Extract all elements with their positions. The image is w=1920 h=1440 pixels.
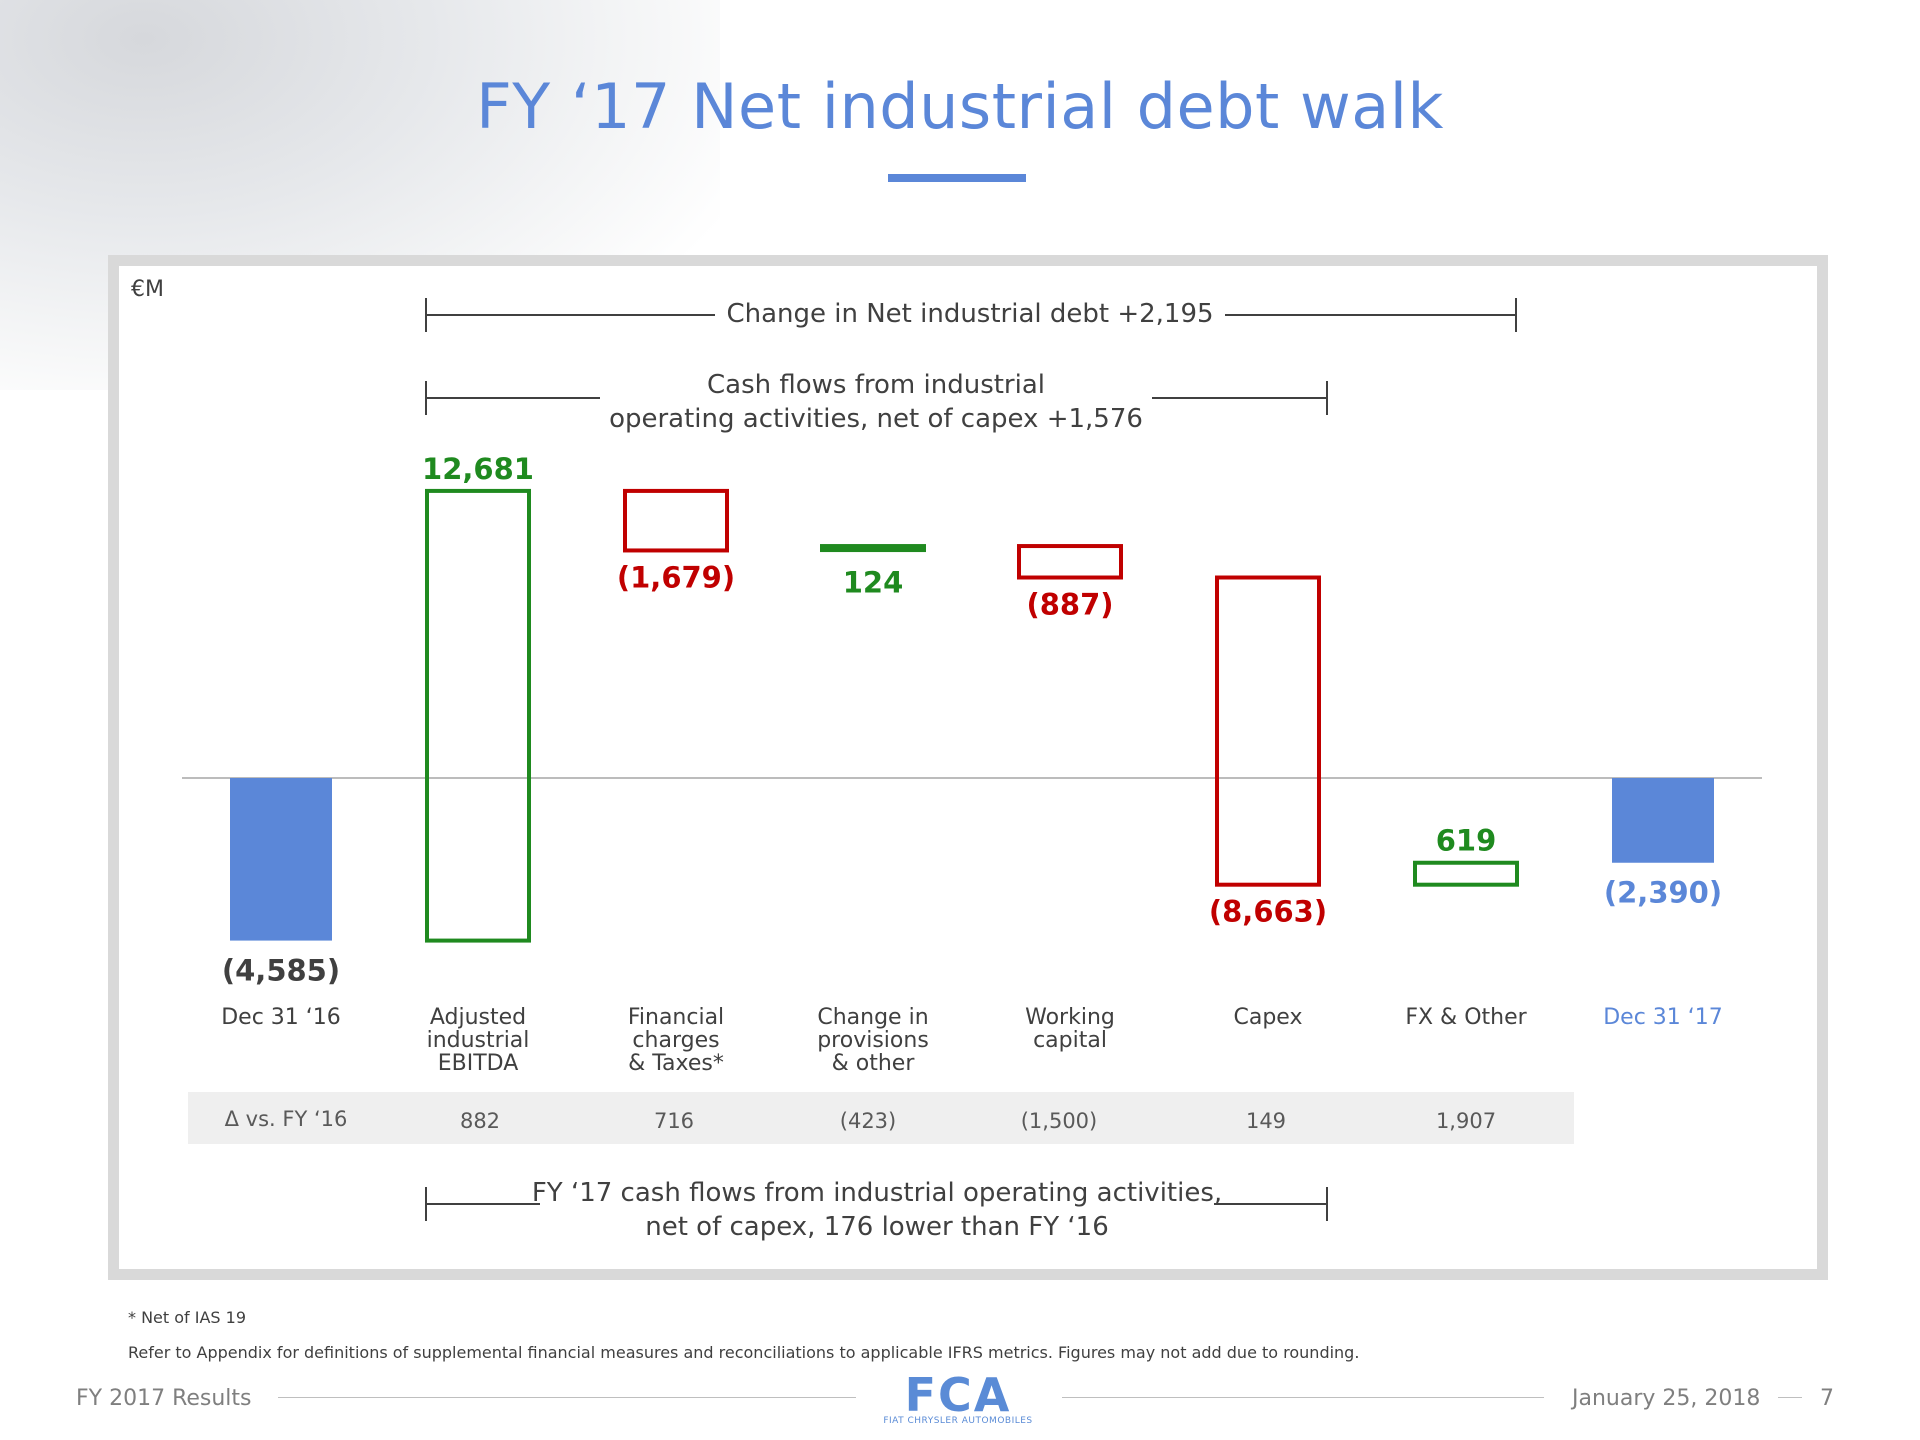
bracket-0-text: Change in Net industrial debt +2,195 xyxy=(726,299,1213,329)
delta-row-value-1: 716 xyxy=(654,1109,694,1133)
bracket-1-text: Cash flows from industrial xyxy=(707,370,1045,400)
page-number: 7 xyxy=(1820,1386,1834,1411)
delta-row-label: Δ vs. FY ‘16 xyxy=(225,1107,348,1131)
category-label-7: Dec 31 ‘17 xyxy=(1603,1005,1723,1030)
category-label-2: & Taxes* xyxy=(628,1051,724,1076)
footer-divider-right xyxy=(1062,1397,1544,1398)
bracket-1-text: operating activities, net of capex +1,57… xyxy=(609,404,1143,434)
category-label-1: Adjusted xyxy=(430,1005,526,1030)
bar-total-7 xyxy=(1612,778,1714,863)
bar-delta-2 xyxy=(623,488,729,553)
bar-delta-1 xyxy=(425,488,531,943)
data-label-5: (8,663) xyxy=(1209,895,1327,929)
category-label-3: Change in xyxy=(817,1005,928,1030)
fca-logo-subtitle: FIAT CHRYSLER AUTOMOBILES xyxy=(883,1416,1033,1426)
slide-title: FY ‘17 Net industrial debt walk xyxy=(476,70,1444,143)
delta-row-value-5: 1,907 xyxy=(1436,1109,1496,1133)
category-label-2: charges xyxy=(632,1028,719,1053)
title-underline xyxy=(888,174,1026,182)
delta-row-value-4: 149 xyxy=(1246,1109,1286,1133)
footnote-ias: * Net of IAS 19 xyxy=(128,1308,247,1327)
unit-label: €M xyxy=(131,277,164,302)
bar-delta-6 xyxy=(1413,860,1519,887)
category-label-6: FX & Other xyxy=(1405,1005,1527,1030)
data-label-3: 124 xyxy=(843,565,904,599)
category-label-1: industrial xyxy=(427,1028,530,1053)
category-label-4: capital xyxy=(1033,1028,1107,1053)
delta-row-value-0: 882 xyxy=(460,1109,500,1133)
data-label-0: (4,585) xyxy=(222,954,340,988)
fca-logo: FCA xyxy=(904,1368,1012,1422)
footer-date: January 25, 2018 xyxy=(1572,1386,1761,1411)
bracket-2-text: FY ‘17 cash flows from industrial operat… xyxy=(532,1178,1222,1208)
footer-presentation-name: FY 2017 Results xyxy=(76,1386,252,1411)
bar-delta-5 xyxy=(1215,575,1321,887)
data-label-2: (1,679) xyxy=(617,560,735,594)
category-label-3: & other xyxy=(832,1051,916,1076)
category-label-1: EBITDA xyxy=(438,1051,519,1076)
bracket-2-text: net of capex, 176 lower than FY ‘16 xyxy=(645,1212,1108,1242)
category-label-0: Dec 31 ‘16 xyxy=(221,1005,341,1030)
bar-delta-4 xyxy=(1017,544,1123,580)
data-label-6: 619 xyxy=(1436,824,1497,858)
data-label-7: (2,390) xyxy=(1604,876,1722,910)
data-label-1: 12,681 xyxy=(422,452,534,486)
footer-divider-page xyxy=(1778,1397,1802,1398)
footnote-appendix: Refer to Appendix for definitions of sup… xyxy=(128,1343,1360,1362)
footer-divider-left xyxy=(278,1397,856,1398)
bar-delta-3 xyxy=(820,544,926,553)
delta-row-value-3: (1,500) xyxy=(1021,1109,1098,1133)
delta-row-background xyxy=(188,1092,1574,1144)
category-label-5: Capex xyxy=(1234,1005,1303,1030)
category-label-3: provisions xyxy=(817,1028,929,1053)
category-label-4: Working xyxy=(1025,1005,1115,1030)
bar-total-0 xyxy=(230,778,332,941)
category-label-2: Financial xyxy=(628,1005,724,1030)
delta-row-value-2: (423) xyxy=(840,1109,896,1133)
data-label-4: (887) xyxy=(1026,588,1113,622)
